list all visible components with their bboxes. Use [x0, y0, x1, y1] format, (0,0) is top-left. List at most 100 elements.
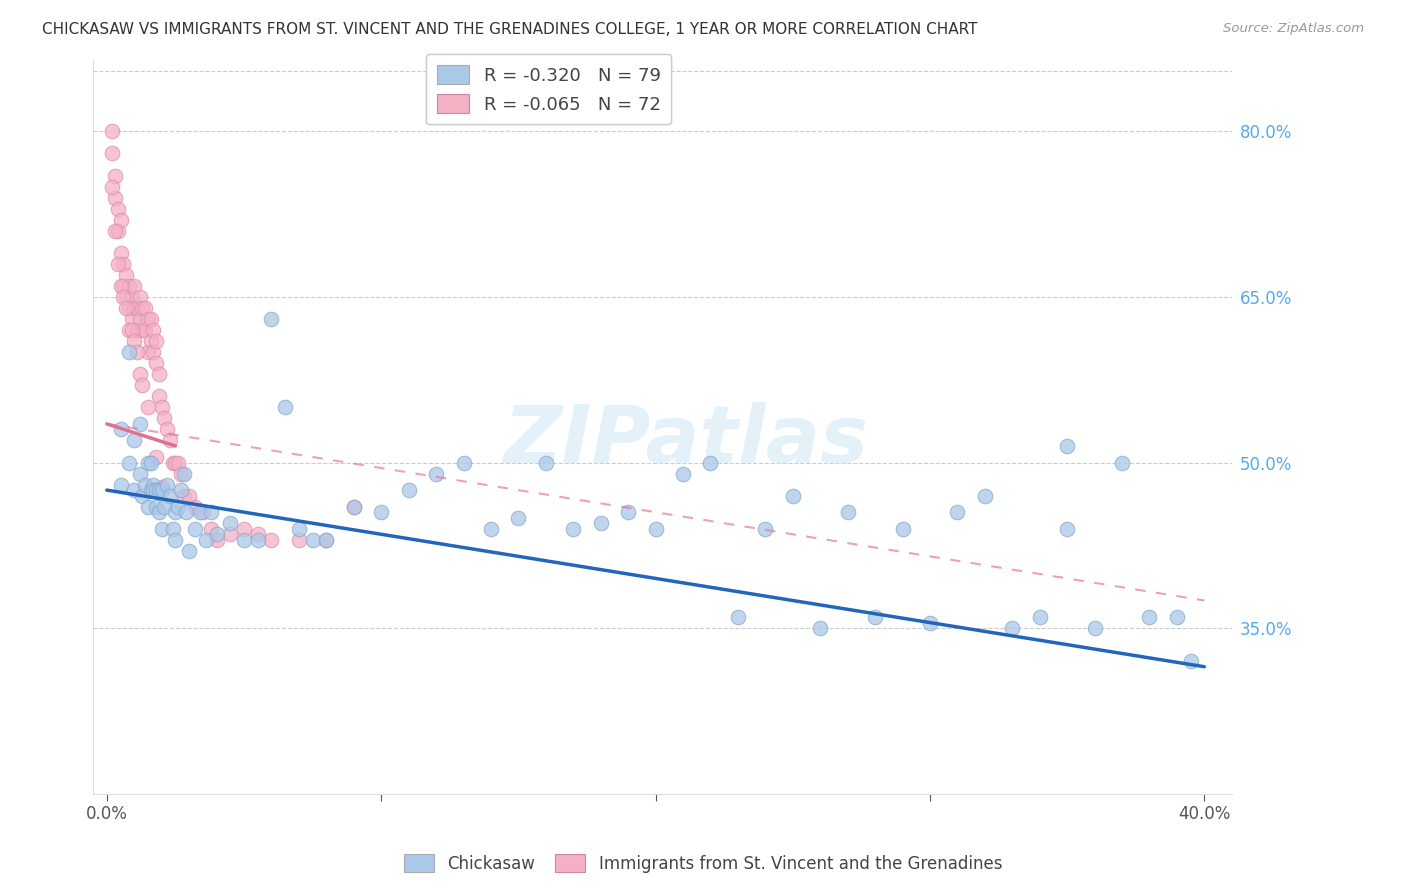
Point — [118, 456, 141, 470]
Point — [946, 505, 969, 519]
Point — [173, 467, 195, 481]
Point — [101, 179, 124, 194]
Point — [145, 500, 167, 514]
Point — [672, 467, 695, 481]
Point — [101, 146, 124, 161]
Point — [142, 323, 165, 337]
Point — [176, 505, 198, 519]
Point — [145, 356, 167, 370]
Point — [219, 516, 242, 531]
Point — [122, 334, 145, 348]
Point — [274, 401, 297, 415]
Point — [128, 417, 150, 431]
Point — [288, 522, 311, 536]
Point — [118, 279, 141, 293]
Point — [150, 401, 173, 415]
Point — [246, 527, 269, 541]
Point — [104, 191, 127, 205]
Point — [136, 500, 159, 514]
Point — [150, 483, 173, 497]
Point — [754, 522, 776, 536]
Point — [315, 533, 337, 547]
Point — [115, 301, 138, 315]
Point — [370, 505, 392, 519]
Point — [699, 456, 721, 470]
Point — [131, 378, 153, 392]
Point — [1180, 654, 1202, 668]
Text: CHICKASAW VS IMMIGRANTS FROM ST. VINCENT AND THE GRENADINES COLLEGE, 1 YEAR OR M: CHICKASAW VS IMMIGRANTS FROM ST. VINCENT… — [42, 22, 977, 37]
Point — [617, 505, 640, 519]
Point — [128, 312, 150, 326]
Point — [148, 389, 170, 403]
Point — [315, 533, 337, 547]
Point — [136, 456, 159, 470]
Point — [118, 301, 141, 315]
Point — [200, 522, 222, 536]
Text: Source: ZipAtlas.com: Source: ZipAtlas.com — [1223, 22, 1364, 36]
Point — [167, 456, 190, 470]
Point — [115, 290, 138, 304]
Point — [148, 483, 170, 497]
Point — [183, 500, 205, 514]
Point — [219, 527, 242, 541]
Point — [837, 505, 859, 519]
Point — [159, 489, 181, 503]
Point — [136, 401, 159, 415]
Legend: R = -0.320   N = 79, R = -0.065   N = 72: R = -0.320 N = 79, R = -0.065 N = 72 — [426, 54, 672, 124]
Point — [562, 522, 585, 536]
Point — [179, 489, 201, 503]
Point — [159, 434, 181, 448]
Point — [727, 610, 749, 624]
Point — [891, 522, 914, 536]
Point — [139, 456, 162, 470]
Point — [1139, 610, 1161, 624]
Point — [156, 422, 179, 436]
Point — [1083, 621, 1105, 635]
Point — [148, 505, 170, 519]
Point — [260, 533, 283, 547]
Point — [131, 301, 153, 315]
Point — [194, 533, 217, 547]
Point — [170, 483, 193, 497]
Point — [973, 489, 995, 503]
Point — [142, 477, 165, 491]
Point — [110, 245, 132, 260]
Point — [162, 456, 184, 470]
Point — [863, 610, 886, 624]
Point — [122, 483, 145, 497]
Point — [1056, 522, 1078, 536]
Point — [139, 334, 162, 348]
Point — [508, 510, 530, 524]
Point — [165, 533, 187, 547]
Point — [165, 456, 187, 470]
Point — [453, 456, 475, 470]
Point — [205, 533, 228, 547]
Point — [170, 467, 193, 481]
Point — [153, 411, 176, 425]
Text: ZIPatlas: ZIPatlas — [503, 402, 868, 480]
Point — [121, 290, 143, 304]
Point — [188, 505, 211, 519]
Point — [122, 301, 145, 315]
Point — [425, 467, 447, 481]
Point — [128, 290, 150, 304]
Point — [173, 489, 195, 503]
Point — [118, 323, 141, 337]
Point — [150, 522, 173, 536]
Legend: Chickasaw, Immigrants from St. Vincent and the Grenadines: Chickasaw, Immigrants from St. Vincent a… — [398, 847, 1008, 880]
Point — [1056, 439, 1078, 453]
Point — [134, 301, 156, 315]
Point — [112, 257, 135, 271]
Point — [1166, 610, 1188, 624]
Point — [150, 480, 173, 494]
Point — [200, 505, 222, 519]
Point — [1001, 621, 1024, 635]
Point — [1028, 610, 1050, 624]
Point — [128, 467, 150, 481]
Point — [142, 483, 165, 497]
Point — [156, 477, 179, 491]
Point — [288, 533, 311, 547]
Point — [398, 483, 420, 497]
Point — [121, 312, 143, 326]
Point — [136, 345, 159, 359]
